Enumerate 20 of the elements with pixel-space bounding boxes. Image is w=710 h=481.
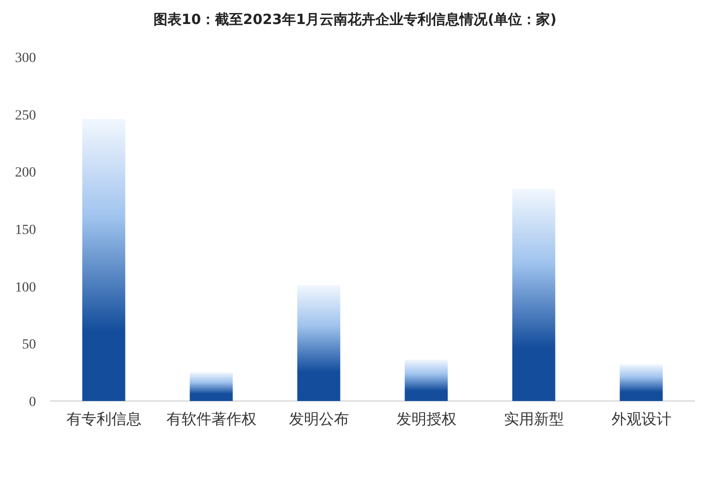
y-tick-label: 50 <box>22 338 36 353</box>
y-tick-label: 200 <box>15 166 36 181</box>
x-tick-label: 外观设计 <box>611 410 672 428</box>
x-tick-label: 发明公布 <box>288 410 349 428</box>
x-tick-label: 有软件著作权 <box>166 410 256 428</box>
x-tick-label: 有专利信息 <box>66 410 142 428</box>
bar <box>512 188 556 401</box>
bar <box>297 285 340 401</box>
y-tick-label: 100 <box>15 280 36 296</box>
bar <box>190 372 233 401</box>
x-tick-label: 实用新型 <box>504 410 564 428</box>
bar <box>620 364 663 401</box>
y-tick-label: 250 <box>15 108 36 124</box>
y-tick-label: 0 <box>29 395 36 410</box>
bar <box>82 118 126 401</box>
bar <box>404 360 448 401</box>
chart-title: 图表10：截至2023年1月云南花卉企业专利信息情况(单位：家) <box>154 11 556 28</box>
x-tick-label: 发明授权 <box>396 410 456 428</box>
y-tick-label: 300 <box>15 51 36 66</box>
y-tick-label: 150 <box>15 223 36 238</box>
